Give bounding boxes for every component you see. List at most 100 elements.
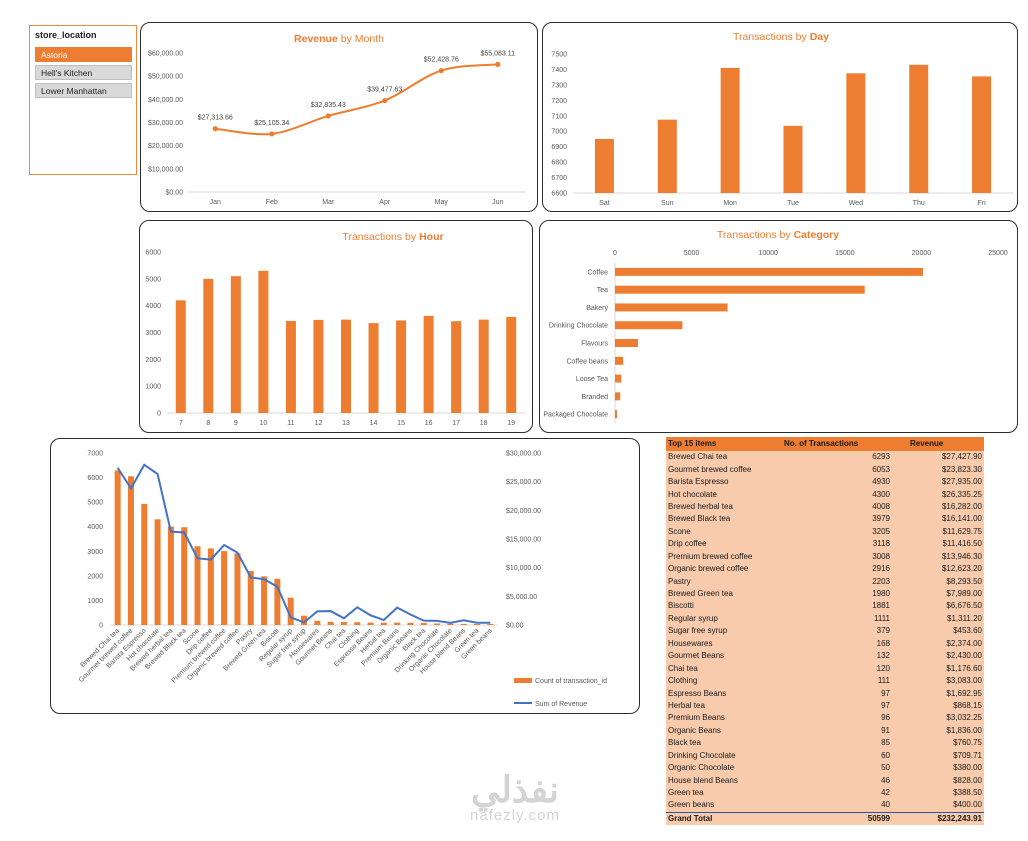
y-tick-label: 6000 (145, 250, 161, 257)
y-right-tick-label: $20,000.00 (506, 508, 541, 515)
x-tick-label: Jan (210, 199, 221, 206)
x-tick-label: 0 (613, 250, 617, 257)
cell-transactions: 3205 (782, 525, 892, 539)
bar (285, 320, 296, 413)
transactions-by-category-panel: Transactions by Category 0 5000 10000 15000 2… (539, 220, 1018, 433)
cell-transactions: 42 (782, 786, 892, 800)
count-bar (114, 470, 121, 625)
slicer-item-astoria[interactable]: Astoria (35, 47, 132, 62)
x-tick-label: 13 (342, 420, 350, 427)
bar (615, 267, 923, 276)
top-items-combo-chart: 0 1000 2000 3000 4000 5000 6000 7000 $0.00 $5,000… (78, 451, 607, 709)
cell-item: Gourmet Beans (666, 650, 782, 663)
legend-swatch-count (514, 678, 532, 683)
x-tick-label: Thu (913, 200, 925, 207)
cell-revenue: $388.50 (892, 786, 984, 800)
count-bar (261, 576, 268, 625)
count-bar (460, 623, 467, 625)
cell-item: Regular syrup (666, 612, 782, 626)
table-row: Sugar free syrup 379 $453.60 (666, 625, 984, 638)
y-left-tick-label: 7000 (87, 451, 103, 458)
y-tick-label: $20,000.00 (148, 143, 183, 150)
count-bar (274, 578, 281, 625)
chart-title: Revenue by Month (294, 33, 384, 45)
table-row: Espresso Beans 97 $1,692.95 (666, 687, 984, 700)
chart-title: Transactions by Hour (342, 231, 443, 243)
bar (615, 285, 865, 294)
watermark-latin: nafezly.com (470, 807, 560, 824)
table-row: Barista Espresso 4930 $27,935.00 (666, 475, 984, 489)
cell-transactions: 60 (782, 749, 892, 762)
table-row: Drip coffee 3118 $11,416.50 (666, 538, 984, 551)
x-tick-label: 12 (315, 420, 323, 427)
y-tick-label: 0 (157, 411, 161, 418)
cell-item: Gourmet brewed coffee (666, 463, 782, 476)
y-tick-label: Coffee (588, 269, 609, 276)
cell-item: Green tea (666, 786, 782, 800)
cell-transactions: 3008 (782, 550, 892, 563)
cell-item: Biscotti (666, 600, 782, 613)
cell-item: Green beans (666, 799, 782, 813)
cell-item: Organic brewed coffee (666, 562, 782, 576)
cell-item: Scone (666, 525, 782, 539)
count-bar (420, 622, 427, 625)
y-tick-label: 4000 (145, 303, 161, 310)
bar (203, 278, 214, 413)
slicer-item-hells-kitchen[interactable]: Hell's Kitchen (35, 65, 132, 80)
cell-item: House blend Beans (666, 774, 782, 787)
cell-revenue: $760.75 (892, 737, 984, 750)
cell-transactions: 1980 (782, 587, 892, 601)
y-left-tick-label: 4000 (87, 524, 103, 531)
cell-transactions: 96 (782, 712, 892, 725)
bar (615, 356, 624, 365)
y-right-tick-label: $15,000.00 (506, 537, 541, 544)
legend-label-revenue: Sum of Revenue (535, 701, 587, 708)
cell-transactions: 6293 (782, 451, 892, 464)
x-tick-label: 15000 (835, 250, 855, 257)
count-bar (127, 476, 134, 625)
bar (368, 323, 379, 413)
legend-label-count: Count of transaction_id (535, 678, 607, 685)
table-total-row: Grand Total 50599 $232,243.91 (666, 811, 984, 826)
y-tick-label: 6800 (551, 160, 567, 167)
cell-revenue: $27,427.90 (892, 451, 984, 464)
table-row: Clothing 111 $3,083.00 (666, 674, 984, 688)
slicer-item-lower-manhattan[interactable]: Lower Manhattan (35, 83, 132, 98)
y-tick-label: 7200 (551, 98, 567, 105)
cell-transactions: 168 (782, 637, 892, 650)
cell-revenue: $8,293.50 (892, 575, 984, 588)
count-bar (434, 623, 441, 625)
bar (396, 320, 407, 413)
y-tick-label: Bakery (586, 305, 608, 312)
data-label: $39,477.63 (367, 87, 402, 94)
y-tick-label: Packaged Chocolate (543, 412, 608, 419)
table-row: Biscotti 1881 $6,676.50 (666, 600, 984, 613)
y-tick-label: 6700 (551, 175, 567, 182)
cell-item: Organic Chocolate (666, 761, 782, 775)
y-tick-label: 6600 (551, 191, 567, 198)
bar (423, 315, 434, 413)
revenue-by-month-panel: Revenue by Month $0.00 $10,000.00 $20,000.0… (140, 22, 538, 212)
store-location-slicer: store_location Astoria Hell's Kitchen Lo… (29, 25, 137, 175)
cell-revenue: $1,311.20 (892, 612, 984, 626)
data-point (325, 113, 331, 119)
cell-item: Brewed Black tea (666, 513, 782, 526)
cell-revenue: $23,823.30 (892, 463, 984, 476)
cell-transactions: 46 (782, 774, 892, 787)
cell-transactions: 50 (782, 761, 892, 775)
table-row: Black tea 85 $760.75 (666, 737, 984, 750)
y-tick-label: 7000 (551, 129, 567, 136)
count-bar (447, 623, 454, 625)
y-tick-label: $0.00 (165, 190, 183, 197)
y-left-tick-label: 1000 (87, 598, 103, 605)
cell-transactions: 3118 (782, 538, 892, 551)
cell-transactions: 4300 (782, 488, 892, 501)
cell-transactions: 2916 (782, 562, 892, 576)
count-bar (394, 622, 401, 625)
cell-item: Grand Total (666, 811, 782, 826)
y-left-tick-label: 5000 (87, 500, 103, 507)
data-point (269, 131, 275, 137)
data-point (495, 61, 501, 67)
x-tick-label: 9 (234, 420, 238, 427)
cell-revenue: $27,935.00 (892, 475, 984, 489)
